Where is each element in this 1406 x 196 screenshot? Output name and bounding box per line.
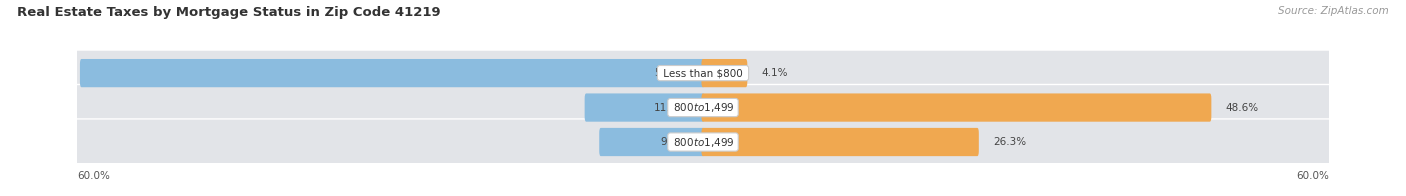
Text: 11.2%: 11.2% [654, 103, 688, 113]
FancyBboxPatch shape [75, 50, 1331, 96]
FancyBboxPatch shape [77, 129, 703, 155]
FancyBboxPatch shape [703, 129, 1329, 155]
FancyBboxPatch shape [703, 95, 1329, 120]
Text: 26.3%: 26.3% [993, 137, 1026, 147]
Text: Source: ZipAtlas.com: Source: ZipAtlas.com [1278, 6, 1389, 16]
FancyBboxPatch shape [77, 60, 703, 86]
FancyBboxPatch shape [703, 60, 1329, 86]
Text: 9.8%: 9.8% [661, 137, 688, 147]
FancyBboxPatch shape [75, 119, 1331, 165]
FancyBboxPatch shape [702, 128, 979, 156]
FancyBboxPatch shape [585, 93, 704, 122]
Text: 4.1%: 4.1% [762, 68, 787, 78]
Text: 48.6%: 48.6% [1226, 103, 1258, 113]
FancyBboxPatch shape [80, 59, 704, 87]
Text: 59.6%: 59.6% [654, 68, 688, 78]
FancyBboxPatch shape [75, 84, 1331, 131]
FancyBboxPatch shape [599, 128, 704, 156]
Text: $800 to $1,499: $800 to $1,499 [671, 101, 735, 114]
Text: 60.0%: 60.0% [77, 171, 110, 181]
Text: Real Estate Taxes by Mortgage Status in Zip Code 41219: Real Estate Taxes by Mortgage Status in … [17, 6, 440, 19]
FancyBboxPatch shape [702, 59, 748, 87]
Text: Less than $800: Less than $800 [659, 68, 747, 78]
FancyBboxPatch shape [702, 93, 1212, 122]
Text: 60.0%: 60.0% [1296, 171, 1329, 181]
Text: $800 to $1,499: $800 to $1,499 [671, 135, 735, 149]
FancyBboxPatch shape [77, 95, 703, 120]
